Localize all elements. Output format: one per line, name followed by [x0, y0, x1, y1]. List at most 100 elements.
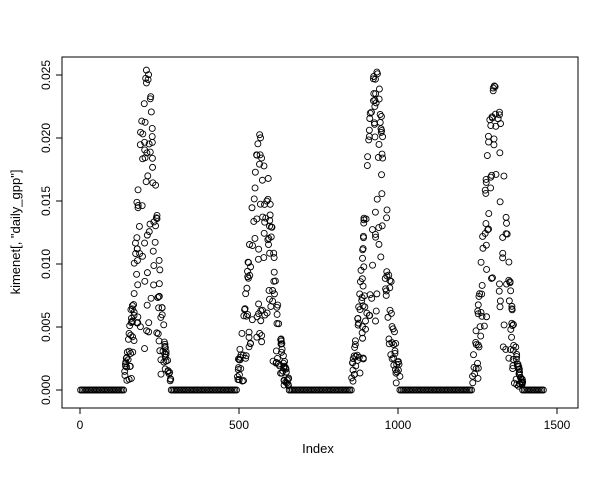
data-point-marker [129, 348, 137, 356]
data-point-marker [266, 249, 274, 257]
data-point-marker [143, 231, 151, 239]
data-point-marker [362, 317, 369, 325]
data-point-marker [506, 278, 514, 286]
data-point-marker [272, 359, 280, 366]
data-points [77, 66, 547, 394]
data-point-marker [355, 303, 363, 311]
data-point-marker [244, 258, 252, 266]
data-point-marker [251, 184, 259, 192]
data-point-marker [127, 319, 135, 326]
data-point-marker [502, 230, 510, 238]
data-point-marker [267, 233, 275, 241]
data-point-marker [378, 150, 386, 158]
data-point-marker [539, 386, 547, 394]
data-point-marker [492, 170, 500, 178]
data-point-marker [157, 370, 165, 378]
data-point-marker [490, 135, 498, 143]
data-point-marker [469, 379, 477, 387]
data-point-marker [269, 287, 277, 294]
data-point-marker [155, 293, 163, 301]
data-point-marker [160, 321, 168, 329]
data-point-marker [353, 351, 361, 359]
data-point-marker [496, 303, 504, 311]
data-point-marker [384, 313, 392, 321]
data-point-marker [505, 297, 513, 305]
data-point-marker [474, 359, 481, 367]
data-point-marker [149, 247, 157, 255]
data-point-marker [250, 195, 258, 203]
data-point-marker [270, 277, 278, 285]
data-point-marker [133, 245, 141, 253]
data-point-marker [492, 110, 499, 118]
data-point-marker [368, 294, 376, 302]
data-point-marker [270, 254, 278, 261]
data-point-marker [135, 222, 143, 230]
data-point-marker [253, 151, 261, 159]
data-point-marker [251, 234, 259, 242]
data-point-marker [363, 309, 371, 317]
data-point-marker [391, 349, 399, 357]
data-point-marker [386, 306, 394, 314]
y-tick-label: 0.010 [39, 249, 53, 279]
data-point-marker [278, 340, 286, 348]
y-tick-label: 0.015 [39, 186, 53, 216]
data-point-marker [482, 189, 490, 197]
data-point-marker [279, 367, 287, 375]
data-point-marker [149, 163, 157, 171]
data-point-marker [359, 302, 367, 310]
data-point-marker [359, 282, 367, 290]
data-point-marker [480, 322, 488, 330]
data-point-marker [485, 138, 493, 146]
data-point-marker [148, 125, 156, 132]
data-point-marker [510, 341, 518, 349]
data-point-marker [154, 330, 162, 338]
data-point-marker [366, 115, 374, 122]
data-point-marker [355, 353, 363, 361]
data-point-marker [256, 329, 264, 337]
data-point-marker [392, 339, 400, 347]
data-point-marker [237, 351, 245, 359]
data-point-marker [513, 350, 521, 358]
data-point-marker [273, 310, 281, 318]
data-point-marker [246, 271, 254, 279]
data-point-marker [133, 257, 141, 265]
data-point-marker [368, 108, 375, 116]
data-point-marker [362, 215, 370, 223]
data-point-marker [278, 348, 285, 356]
data-point-marker [156, 347, 164, 355]
data-point-marker [383, 268, 391, 276]
data-point-marker [258, 338, 266, 346]
data-point-marker [126, 362, 134, 370]
data-point-marker [123, 363, 131, 371]
data-point-marker [153, 329, 161, 337]
data-point-marker [372, 90, 380, 98]
data-point-marker [372, 233, 380, 241]
data-point-marker [236, 345, 244, 353]
data-point-marker [283, 379, 291, 387]
data-point-marker [385, 271, 393, 279]
data-point-marker [365, 126, 373, 134]
data-point-marker [146, 148, 154, 156]
data-point-marker [474, 364, 482, 372]
data-point-marker [153, 215, 161, 223]
y-tick-label: 0.020 [39, 123, 53, 153]
data-point-marker [156, 266, 164, 274]
data-point-marker [499, 343, 507, 351]
data-point-marker [477, 258, 485, 266]
data-point-marker [283, 376, 291, 384]
data-point-marker [510, 321, 517, 328]
data-point-marker [477, 332, 485, 340]
data-point-marker [483, 152, 491, 160]
data-point-marker [489, 87, 497, 95]
data-point-marker [490, 82, 498, 90]
data-point-marker [155, 256, 163, 264]
data-point-marker [495, 111, 503, 119]
data-point-marker [366, 109, 374, 117]
data-point-marker [154, 294, 162, 302]
data-point-marker [365, 136, 373, 144]
data-point-marker [502, 213, 510, 221]
data-point-marker [376, 111, 384, 118]
data-point-marker [505, 354, 513, 362]
data-point-marker [481, 186, 489, 194]
data-point-marker [136, 323, 144, 331]
